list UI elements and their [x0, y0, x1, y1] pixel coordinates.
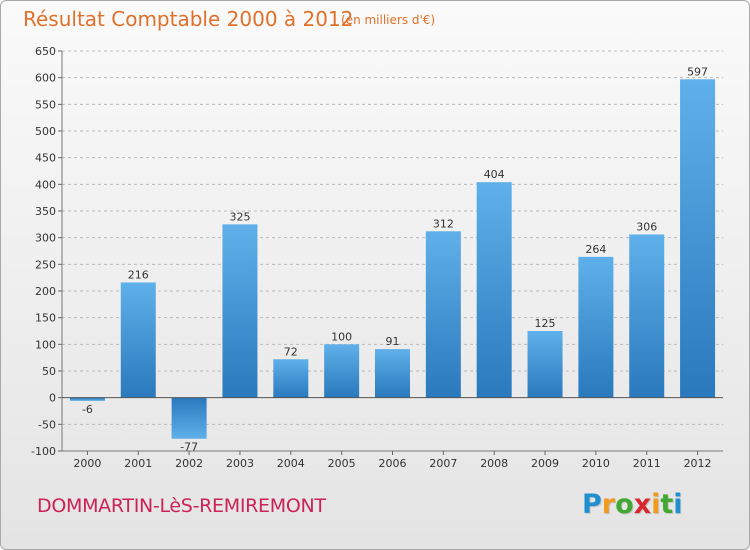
y-tick-label: 250 — [35, 258, 56, 271]
logo-letter: r — [601, 489, 616, 520]
value-label: 312 — [433, 217, 454, 230]
logo-letter: x — [633, 489, 652, 520]
y-tick-label: 150 — [35, 312, 56, 325]
y-tick-label: -50 — [38, 418, 56, 431]
bar — [171, 397, 207, 439]
bar — [578, 256, 614, 398]
value-label: -77 — [180, 441, 198, 454]
x-tick-label: 2012 — [684, 457, 712, 470]
value-label: 264 — [585, 243, 606, 256]
value-label: 404 — [484, 168, 505, 181]
logo-letter: t — [660, 489, 674, 520]
y-tick-label: 450 — [35, 152, 56, 165]
value-label: 216 — [128, 268, 149, 281]
x-tick-label: 2005 — [328, 457, 356, 470]
y-tick-label: 550 — [35, 98, 56, 111]
value-label: 325 — [229, 210, 250, 223]
y-tick-label: 400 — [35, 178, 56, 191]
value-label: 72 — [284, 345, 298, 358]
y-tick-label: 300 — [35, 232, 56, 245]
bar — [629, 234, 665, 398]
bar — [222, 224, 258, 398]
y-tick-label: -100 — [31, 445, 56, 458]
bar — [120, 282, 156, 398]
bar — [375, 349, 410, 398]
x-tick-label: 2007 — [429, 457, 457, 470]
y-tick-label: 500 — [35, 125, 56, 138]
logo-letter: i — [673, 489, 683, 520]
y-tick-label: 650 — [35, 45, 56, 58]
bar — [527, 331, 563, 398]
x-tick-label: 2000 — [73, 457, 101, 470]
proxiti-logo: Proxiti — [582, 489, 683, 520]
value-label: 306 — [636, 220, 657, 233]
y-tick-label: 600 — [35, 72, 56, 85]
logo-letter: i — [651, 489, 661, 520]
bar — [425, 231, 461, 398]
x-tick-label: 2006 — [379, 457, 407, 470]
x-tick-label: 2009 — [531, 457, 559, 470]
y-tick-label: 350 — [35, 205, 56, 218]
logo-letter: P — [582, 489, 602, 520]
x-tick-label: 2001 — [124, 457, 152, 470]
y-tick-label: 0 — [49, 392, 56, 405]
bar — [324, 344, 360, 398]
commune-name: DOMMARTIN-LèS-REMIREMONT — [37, 495, 326, 517]
bar — [680, 79, 716, 398]
x-tick-label: 2010 — [582, 457, 610, 470]
x-tick-label: 2004 — [277, 457, 305, 470]
chart-unit: (en milliers d'€) — [341, 13, 436, 27]
value-label: 91 — [386, 335, 400, 348]
value-label: -6 — [82, 403, 93, 416]
bar — [476, 182, 512, 398]
chart-title: Résultat Comptable 2000 à 2012 — [23, 7, 354, 31]
y-tick-label: 100 — [35, 338, 56, 351]
x-tick-label: 2008 — [480, 457, 508, 470]
bar — [273, 359, 309, 398]
x-tick-label: 2002 — [175, 457, 203, 470]
y-tick-label: 50 — [42, 365, 56, 378]
value-label: 125 — [535, 317, 556, 330]
x-tick-label: 2003 — [226, 457, 254, 470]
value-label: 100 — [331, 330, 352, 343]
bar — [69, 397, 105, 401]
value-label: 597 — [687, 65, 708, 78]
logo-letter: o — [615, 489, 634, 520]
y-tick-label: 200 — [35, 285, 56, 298]
x-tick-label: 2011 — [633, 457, 661, 470]
